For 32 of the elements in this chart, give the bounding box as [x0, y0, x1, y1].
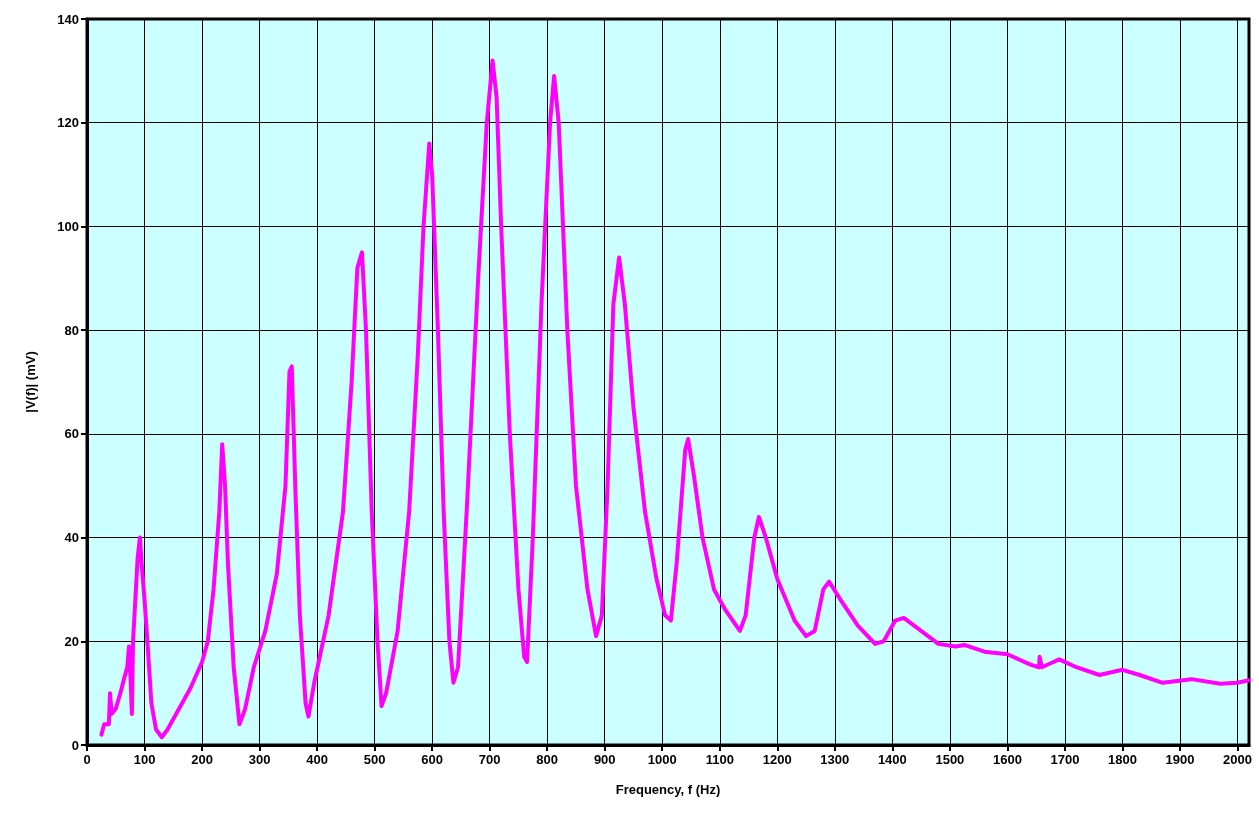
x-tick-label: 1000	[647, 752, 677, 767]
x-tick-label: 400	[306, 752, 328, 767]
y-axis-title: |V(f)| (mV)	[23, 351, 38, 413]
x-tick-label: 200	[191, 752, 213, 767]
x-tick-label: 800	[536, 752, 559, 767]
x-tick-label: 1300	[820, 752, 850, 767]
y-tick-label: 80	[64, 322, 79, 338]
x-tick-label: 1100	[705, 752, 734, 767]
x-tick-label: 1800	[1107, 752, 1137, 767]
line-series	[99, 58, 1251, 740]
x-tick-label: 1500	[935, 752, 965, 767]
y-tick-label: 0	[71, 737, 79, 753]
x-tick-label: 300	[248, 752, 271, 767]
x-tick-label: 100	[133, 752, 156, 767]
x-tick-label: 500	[363, 752, 386, 767]
x-axis-title: Frequency, f (Hz)	[615, 782, 721, 797]
x-tick-label: 1600	[992, 752, 1022, 767]
y-tick-label: 40	[64, 530, 79, 546]
x-tick-label: 900	[593, 752, 616, 767]
x-tick-label: 0	[83, 752, 91, 767]
y-tick-label: 60	[64, 426, 79, 442]
x-tick-label: 1200	[762, 752, 792, 767]
y-tick-label: 120	[57, 115, 79, 131]
x-tick-label: 600	[421, 752, 443, 767]
x-tick-label: 700	[478, 752, 501, 767]
x-tick-label: 2000	[1223, 752, 1252, 767]
y-tick-label: 140	[57, 11, 79, 27]
x-tick-label: 1900	[1165, 752, 1195, 767]
y-tick-label: 20	[64, 633, 79, 649]
x-tick-label: 1700	[1050, 752, 1080, 767]
y-tick-label: 100	[57, 218, 79, 234]
x-tick-label: 1400	[877, 752, 907, 767]
